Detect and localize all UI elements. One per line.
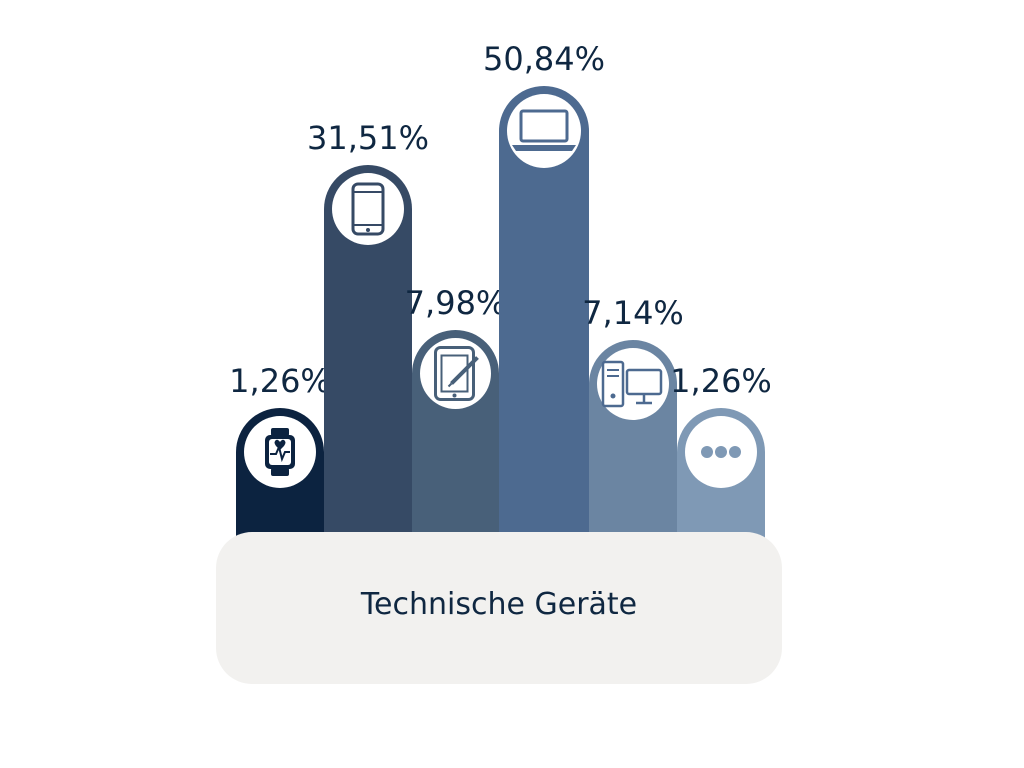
- value-label: 31,51%: [307, 119, 429, 157]
- bar-smartphone: [324, 165, 412, 540]
- desktop-pc-icon: [601, 360, 663, 408]
- category-base-panel: [216, 532, 782, 684]
- bars-group: 1,26% 31,51% 7,98% 50,84% 7,14% 1,26%: [229, 40, 772, 540]
- bar-laptop: [499, 86, 589, 540]
- tablet-icon: [434, 346, 479, 401]
- value-label: 1,26%: [670, 362, 772, 400]
- laptop-icon: [512, 109, 576, 151]
- chart-title: Technische Geräte: [360, 587, 637, 622]
- value-label: 7,98%: [405, 284, 507, 322]
- value-label: 50,84%: [483, 40, 605, 78]
- value-label: 1,26%: [229, 362, 331, 400]
- icon-badge: [597, 348, 669, 420]
- smartwatch-icon: [265, 428, 295, 476]
- icon-badge: [332, 173, 404, 245]
- more-dots-icon: [701, 446, 741, 458]
- icon-badge: [507, 94, 581, 168]
- smartphone-icon: [351, 182, 385, 236]
- value-label: 7,14%: [582, 294, 684, 332]
